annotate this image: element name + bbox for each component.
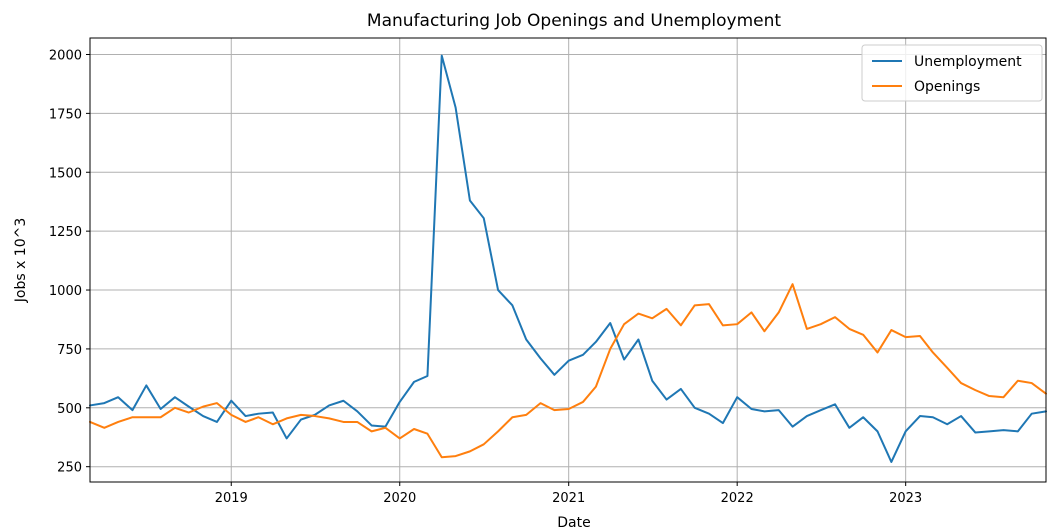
series-line-openings (89, 283, 1047, 459)
x-tick-label: 2021 (552, 491, 585, 506)
y-tick-label: 750 (57, 343, 82, 358)
x-tick-label: 2020 (383, 491, 416, 506)
chart-title: Manufacturing Job Openings and Unemploym… (367, 11, 781, 31)
x-axis: 2019 2020 2021 2022 2023 (215, 482, 922, 506)
y-tick-label: 1000 (49, 284, 82, 299)
y-tick-label: 1750 (49, 107, 82, 122)
x-tick-label: 2019 (215, 491, 248, 506)
series-line-unemployment (89, 54, 1047, 463)
y-tick-label: 1500 (49, 166, 82, 181)
legend-label-unemployment: Unemployment (914, 54, 1022, 70)
grid (90, 38, 1046, 482)
y-tick-label: 250 (57, 461, 82, 476)
legend-box (861, 44, 1043, 102)
plot-frame (89, 37, 1047, 483)
x-tick-label: 2023 (889, 491, 922, 506)
x-tick-label: 2022 (721, 491, 754, 506)
y-tick-label: 500 (57, 402, 82, 417)
y-axis: 250 500 750 1000 1250 1500 1750 2000 (49, 48, 90, 476)
y-tick-label: 2000 (49, 48, 82, 63)
y-tick-label: 1250 (49, 225, 82, 240)
legend-label-openings: Openings (914, 79, 980, 95)
series-lines (89, 54, 1047, 463)
legend: Unemployment Openings (861, 44, 1043, 102)
y-axis-label: Jobs x 10^3 (13, 218, 29, 304)
x-axis-label: Date (557, 515, 590, 531)
